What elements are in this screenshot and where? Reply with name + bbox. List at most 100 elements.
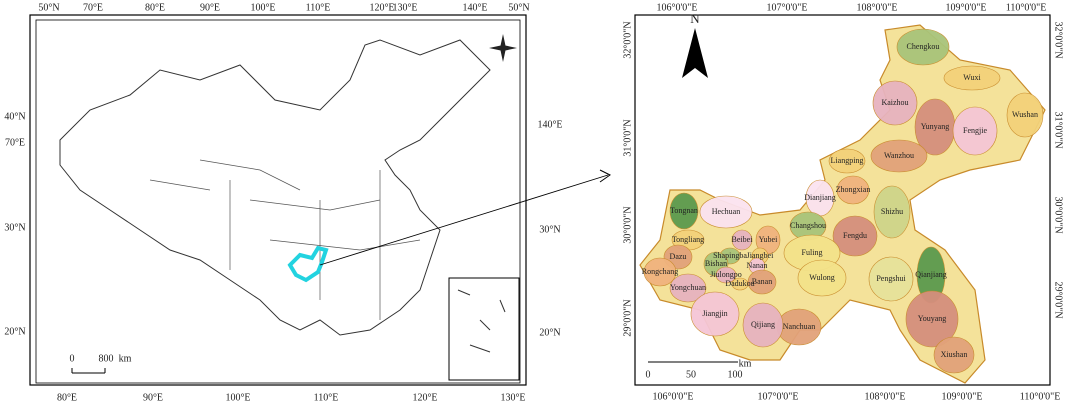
- district-label: Pengshui: [876, 274, 906, 283]
- district-label: Shapingba: [713, 251, 747, 260]
- district-label: Fuling: [802, 248, 823, 257]
- coordinate-label: 100°E: [250, 2, 275, 13]
- scale-label: 50: [686, 369, 696, 380]
- district-label: Kaizhou: [881, 98, 908, 107]
- district-label: Dianjiang: [804, 193, 836, 202]
- district-label: Bishan: [705, 259, 727, 268]
- district-label: Nanchuan: [783, 322, 815, 331]
- district-label: Jiangbei: [747, 251, 774, 260]
- china-outline: [59, 39, 491, 336]
- district-label: Rongchang: [642, 267, 678, 276]
- coordinate-label: 110°0'0"E: [1020, 391, 1061, 402]
- district-area: [742, 302, 784, 348]
- district-area: [690, 291, 740, 337]
- district-label: Dazu: [670, 252, 687, 261]
- coordinate-label: 106°0'0"E: [653, 391, 694, 402]
- coordinate-label: 50°N: [508, 2, 529, 13]
- coordinate-label: 31°0'0"N: [622, 119, 633, 156]
- coordinate-label: 140°E: [462, 2, 487, 13]
- coordinate-label: 80°E: [57, 392, 77, 403]
- north-label: N: [690, 11, 700, 26]
- chongqing-map: Chengkou Wuxi Kaizhou Yunyang Wushan Fengjie L…: [634, 11, 1051, 386]
- coordinate-label: 107°0'0"E: [758, 391, 799, 402]
- district-area: [1006, 92, 1044, 138]
- district-label: Youyang: [918, 314, 947, 323]
- district-area: [669, 273, 707, 303]
- coordinate-label: 109°0'0"E: [942, 391, 983, 402]
- coordinate-label: 110°E: [306, 2, 331, 13]
- district-area: [868, 256, 914, 302]
- frame-outer: [29, 14, 527, 386]
- district-area: [933, 336, 975, 374]
- coordinate-label: 30°N: [539, 224, 560, 235]
- coordinate-label: 80°E: [145, 2, 165, 13]
- coordinate-label: 32°0'0"N: [1053, 21, 1064, 58]
- link-arrow: [319, 174, 609, 266]
- scale-label: 0: [70, 353, 75, 364]
- scale-label: 100: [728, 369, 743, 380]
- coordinate-label: 130°E: [500, 392, 525, 403]
- coordinate-label: 29°0'0"N: [1053, 281, 1064, 318]
- coordinate-label: 108°0'0"E: [865, 391, 906, 402]
- compass: [489, 34, 517, 62]
- district-area: [952, 106, 998, 156]
- district-area: [731, 229, 753, 251]
- district-label: Nanan: [747, 261, 768, 270]
- district-label: Tongliang: [672, 235, 704, 244]
- inset-islands: [457, 289, 506, 353]
- coordinate-label: 140°E: [537, 119, 562, 130]
- coordinate-label: 90°E: [200, 2, 220, 13]
- coordinate-label: 40°N: [4, 111, 25, 122]
- district-label: Hechuan: [712, 207, 740, 216]
- district-area: [828, 148, 866, 174]
- district-label: Liangping: [831, 156, 864, 165]
- coordinate-label: 70°E: [5, 137, 25, 148]
- coordinate-label: 31°0'0"N: [1053, 111, 1064, 148]
- district-label: Chengkou: [907, 42, 940, 51]
- scale-unit: km: [119, 353, 132, 364]
- coordinate-label: 108°0'0"E: [857, 2, 898, 13]
- district-label: Fengjie: [963, 126, 987, 135]
- coordinate-label: 30°N: [4, 222, 25, 233]
- district-area: [836, 175, 870, 205]
- district-label: Fengdu: [843, 231, 867, 240]
- district-label: Tongnan: [670, 206, 698, 215]
- district-area: [832, 215, 878, 257]
- district-label: Qianjiang: [915, 270, 947, 279]
- coordinate-label: 109°0'0"E: [946, 2, 987, 13]
- coordinate-label: 107°0'0"E: [767, 2, 808, 13]
- coordinate-label: 70°E: [83, 2, 103, 13]
- district-area: [896, 28, 950, 66]
- coordinate-label: 30°0'0"N: [1053, 196, 1064, 233]
- district-label: Yongchuan: [670, 283, 706, 292]
- district-label: Changshou: [790, 221, 826, 230]
- district-label: Xiushan: [941, 350, 968, 359]
- arrow-head: [599, 169, 611, 183]
- coordinate-label: 100°E: [225, 392, 250, 403]
- coordinate-labels: 50°N 70°E 80°E 90°E 100°E 110°E 120°E 130°E 140°…: [4, 2, 1063, 403]
- coordinate-label: 20°N: [4, 326, 25, 337]
- district-area: [797, 259, 847, 297]
- district-label: Jiangjin: [702, 309, 727, 318]
- district-area: [870, 139, 928, 173]
- coordinate-label: 90°E: [143, 392, 163, 403]
- district-area: [872, 80, 918, 126]
- district-area: [699, 195, 753, 229]
- district-area: [943, 65, 1001, 91]
- district-label: Jiulongpo: [710, 270, 742, 279]
- districts: Chengkou Wuxi Kaizhou Yunyang Wushan Fengjie L…: [642, 28, 1044, 374]
- scale-label: 0: [646, 369, 651, 380]
- district-label: Wushan: [1012, 110, 1038, 119]
- coordinate-label: 110°E: [314, 392, 339, 403]
- district-area: [905, 290, 959, 348]
- district-area: [643, 257, 677, 287]
- district-area: [715, 266, 737, 284]
- coordinate-label: 130°E: [392, 2, 417, 13]
- district-label: Wulong: [809, 273, 834, 282]
- district-area: [747, 269, 777, 295]
- coordinate-label: 120°E: [412, 392, 437, 403]
- district-label: Wanzhou: [884, 151, 914, 160]
- district-label: Yunyang: [921, 122, 949, 131]
- coordinate-label: 32°0'0"N: [622, 21, 633, 58]
